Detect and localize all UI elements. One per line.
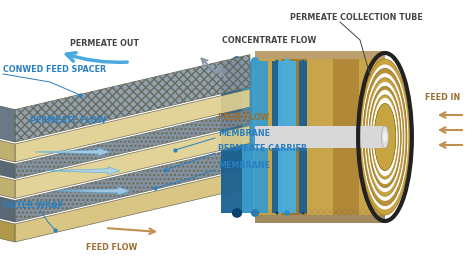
Polygon shape <box>255 215 385 223</box>
Polygon shape <box>307 59 333 215</box>
Polygon shape <box>278 61 296 213</box>
Polygon shape <box>35 148 110 156</box>
Ellipse shape <box>369 86 401 188</box>
Polygon shape <box>15 89 250 162</box>
Ellipse shape <box>302 212 304 214</box>
Ellipse shape <box>375 106 395 168</box>
Ellipse shape <box>374 103 396 171</box>
Ellipse shape <box>372 95 399 179</box>
Ellipse shape <box>370 90 400 184</box>
Ellipse shape <box>302 60 304 62</box>
Ellipse shape <box>284 58 290 64</box>
Polygon shape <box>0 160 15 178</box>
Polygon shape <box>0 140 15 162</box>
Ellipse shape <box>367 82 402 192</box>
Polygon shape <box>242 61 268 213</box>
Polygon shape <box>0 196 15 222</box>
Polygon shape <box>255 126 385 148</box>
Ellipse shape <box>365 73 405 201</box>
Polygon shape <box>299 61 307 213</box>
Ellipse shape <box>373 98 398 176</box>
Ellipse shape <box>251 209 259 217</box>
Polygon shape <box>0 176 15 198</box>
Ellipse shape <box>374 103 396 171</box>
Polygon shape <box>15 146 250 222</box>
Polygon shape <box>0 220 15 242</box>
Polygon shape <box>15 125 250 198</box>
Text: PERMEATE CARRIER: PERMEATE CARRIER <box>218 144 307 153</box>
Text: FEED FLOW: FEED FLOW <box>218 113 269 122</box>
Polygon shape <box>255 51 385 59</box>
Text: MEMBRANE: MEMBRANE <box>218 129 270 138</box>
Ellipse shape <box>251 57 259 65</box>
Text: MEMBRANE: MEMBRANE <box>218 161 270 170</box>
Polygon shape <box>221 61 253 213</box>
Text: FEED IN: FEED IN <box>425 93 461 102</box>
Ellipse shape <box>360 59 410 215</box>
Polygon shape <box>333 59 359 215</box>
Text: PERMEATE OUT: PERMEATE OUT <box>71 39 139 48</box>
Text: CONCENTRATE FLOW: CONCENTRATE FLOW <box>222 36 316 45</box>
Ellipse shape <box>382 126 389 148</box>
Polygon shape <box>55 187 130 195</box>
Ellipse shape <box>366 78 404 196</box>
Text: CONWED FEED SPACER: CONWED FEED SPACER <box>3 65 106 74</box>
Ellipse shape <box>232 56 242 66</box>
Text: OUTER WRAP: OUTER WRAP <box>3 201 63 210</box>
Ellipse shape <box>284 210 290 216</box>
Polygon shape <box>359 59 385 215</box>
Ellipse shape <box>275 211 279 214</box>
Polygon shape <box>281 59 307 215</box>
Polygon shape <box>0 105 15 142</box>
Text: PERMEATE COLLECTION TUBE: PERMEATE COLLECTION TUBE <box>290 13 423 22</box>
Ellipse shape <box>362 65 408 210</box>
Polygon shape <box>15 169 250 242</box>
Polygon shape <box>15 55 250 142</box>
Ellipse shape <box>275 59 279 62</box>
Polygon shape <box>15 109 250 178</box>
Text: FEED FLOW: FEED FLOW <box>86 243 137 252</box>
Text: PERMEATE FLOW: PERMEATE FLOW <box>30 116 106 125</box>
Polygon shape <box>272 61 282 213</box>
Polygon shape <box>255 59 281 215</box>
Polygon shape <box>45 167 120 175</box>
Ellipse shape <box>363 68 407 206</box>
Ellipse shape <box>232 208 242 218</box>
Ellipse shape <box>383 131 387 143</box>
Polygon shape <box>255 59 385 215</box>
